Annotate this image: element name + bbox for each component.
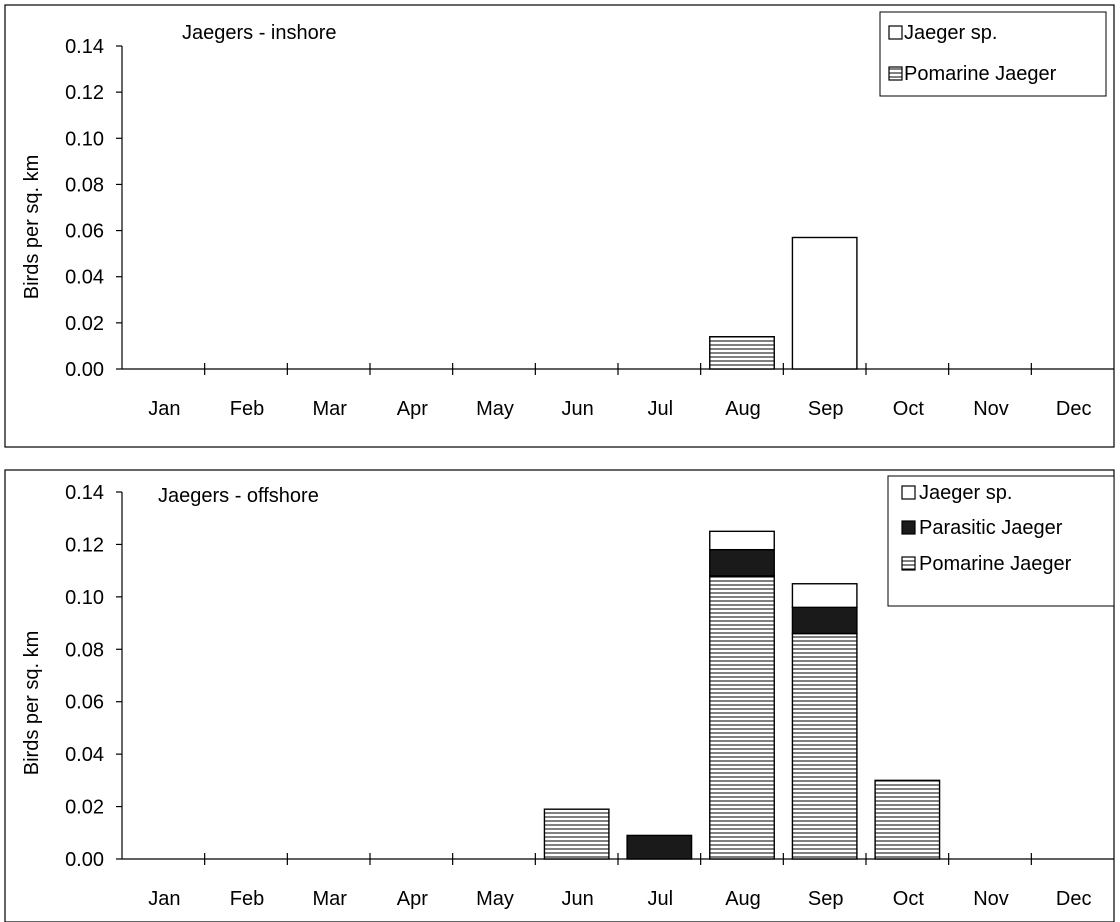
legend: Jaeger sp. Pomarine Jaeger [879, 11, 1107, 97]
chart-title: Jaegers - inshore [182, 22, 337, 44]
x-tick-label: Dec [1056, 398, 1092, 420]
bar-pomarine-jaeger-jun [543, 808, 610, 860]
bar-jaeger-sp-aug [709, 530, 775, 551]
y-tick-label: 0.08 [65, 174, 104, 196]
x-tick-label: Aug [725, 888, 761, 910]
x-tick-label: Aug [725, 398, 761, 420]
x-tick-label: Jul [648, 888, 674, 910]
bar-parasitic-jaeger-aug [709, 548, 775, 577]
y-axis-label: Birds per sq. km [21, 631, 43, 775]
x-tick-label: Mar [312, 398, 347, 420]
y-tick-label: 0.08 [65, 639, 104, 661]
y-tick-label: 0.02 [65, 797, 104, 819]
x-tick-label: Oct [893, 888, 925, 910]
x-tick-label: Jan [148, 398, 180, 420]
y-tick-label: 0.04 [65, 744, 104, 766]
axes: 0.00 0.02 0.04 0.06 0.08 0.10 0.12 0.14 Jan Feb Ma… [65, 482, 1114, 910]
y-tick-label: 0.06 [65, 692, 104, 714]
x-tick-label: Sep [808, 888, 844, 910]
bars [543, 530, 941, 860]
legend-swatch-pomarine-jaeger [888, 66, 903, 81]
legend-label: Pomarine Jaeger [919, 553, 1072, 575]
bar-pomarine-jaeger-oct [874, 779, 941, 860]
x-tick-label: Dec [1056, 888, 1092, 910]
bar-jaeger-sp-sep [791, 583, 858, 609]
x-tick-label: Jul [648, 398, 674, 420]
y-tick-label: 0.00 [65, 359, 104, 381]
legend-label: Parasitic Jaeger [919, 517, 1063, 539]
y-tick-label: 0.00 [65, 849, 104, 871]
x-tick-label: Apr [397, 398, 428, 420]
chart-panel-inshore: Jaegers - inshore Birds per sq. km 0.000… [4, 4, 1115, 448]
x-tick-label: Jan [148, 888, 180, 910]
y-axis-label: Birds per sq. km [21, 155, 43, 299]
bar-pomarine-jaeger-aug [709, 575, 775, 860]
x-tick-label: Nov [973, 888, 1009, 910]
x-tick-label: Oct [893, 398, 925, 420]
legend-frame [887, 475, 1115, 607]
bar-parasitic-jaeger-sep [791, 606, 858, 635]
x-tick-label: Feb [230, 398, 264, 420]
legend-label: Pomarine Jaeger [904, 63, 1057, 85]
legend-swatch-parasitic-jaeger [901, 520, 916, 535]
x-tick-label: Mar [312, 888, 347, 910]
y-tick-label: 0.10 [65, 128, 104, 150]
x-tick-label: Nov [973, 398, 1009, 420]
legend-swatch-jaeger-sp [901, 485, 916, 500]
legend-frame [879, 11, 1107, 97]
x-tick-label: Jun [562, 888, 594, 910]
y-tick-label: 0.06 [65, 221, 104, 243]
y-tick-label: 0.14 [65, 482, 104, 504]
legend: Jaeger sp. Parasitic Jaeger Pomarine Jae… [887, 475, 1115, 607]
x-tick-label: Feb [230, 888, 264, 910]
y-tick-label: 0.12 [65, 534, 104, 556]
chart-title: Jaegers - offshore [158, 485, 319, 507]
x-tick-label: Apr [397, 888, 428, 910]
axes: 0.00 0.02 0.04 0.06 0.08 0.10 0.12 0.14 Jan Feb Ma… [65, 36, 1114, 420]
bar-parasitic-jaeger-jul [626, 834, 693, 860]
y-tick-label: 0.04 [65, 267, 104, 289]
bar-pomarine-jaeger-aug [709, 336, 775, 370]
y-tick-label: 0.12 [65, 82, 104, 104]
chart-panel-offshore: Jaegers - offshore Birds per sq. km 0.00… [4, 469, 1115, 922]
bars [709, 236, 858, 370]
x-tick-label: Jun [562, 398, 594, 420]
legend-swatch-jaeger-sp [888, 25, 903, 40]
x-tick-label: Sep [808, 398, 844, 420]
legend-label: Jaeger sp. [904, 22, 997, 44]
legend-label: Jaeger sp. [919, 482, 1012, 504]
y-tick-label: 0.14 [65, 36, 104, 58]
bar-jaeger-sp-sep [791, 236, 858, 370]
x-tick-label: May [476, 398, 514, 420]
x-tick-label: May [476, 888, 514, 910]
legend-swatch-pomarine-jaeger [901, 556, 916, 571]
y-tick-label: 0.10 [65, 587, 104, 609]
bar-pomarine-jaeger-sep [791, 632, 858, 860]
y-tick-label: 0.02 [65, 313, 104, 335]
